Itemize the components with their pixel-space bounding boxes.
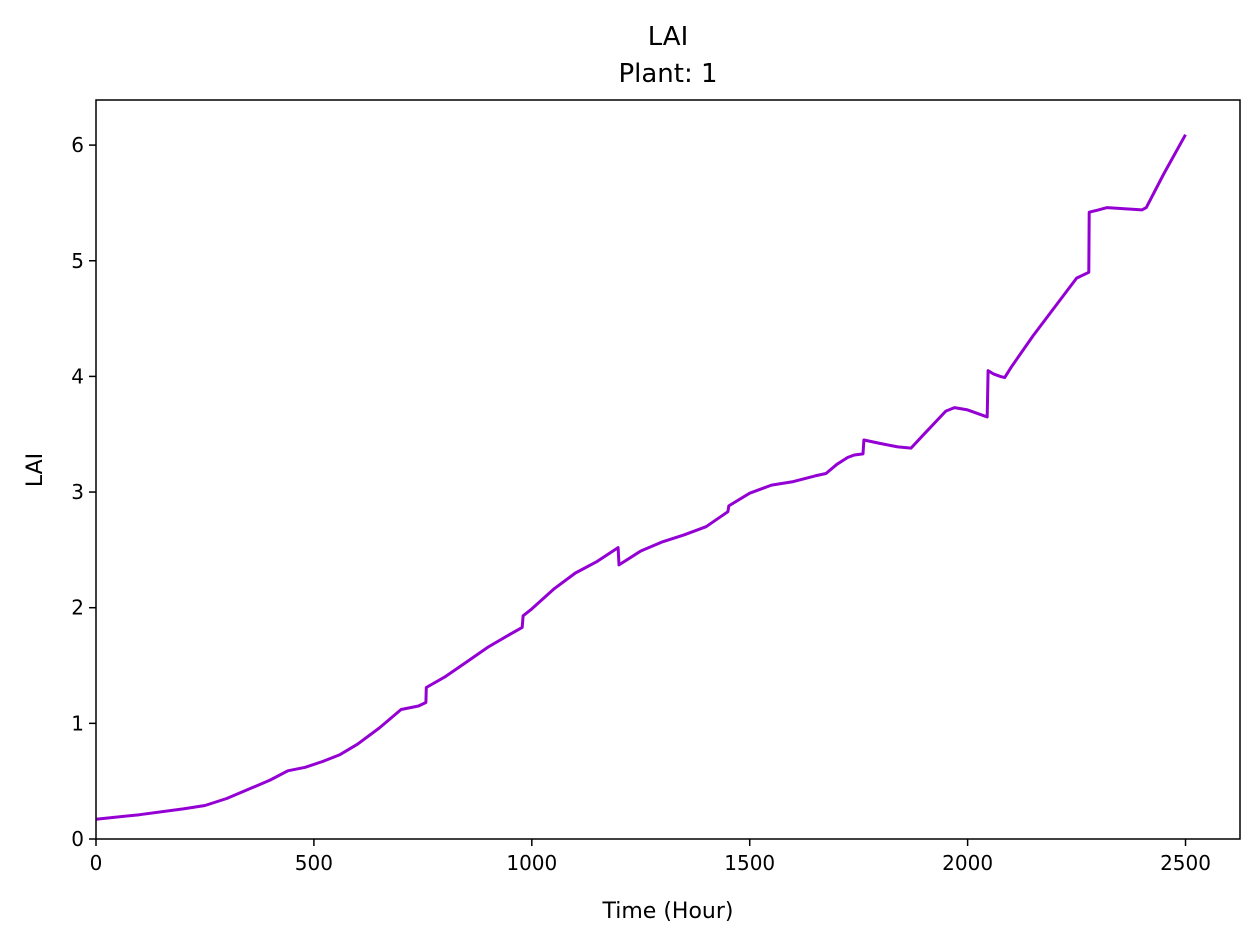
y-tick-label: 6 bbox=[71, 133, 84, 157]
plot-area bbox=[95, 99, 1241, 840]
x-tick-label: 1000 bbox=[506, 851, 557, 875]
x-tick-label: 500 bbox=[295, 851, 333, 875]
y-axis-label: LAI bbox=[23, 453, 48, 487]
x-tick-label: 1500 bbox=[724, 851, 775, 875]
x-tick-label: 0 bbox=[90, 851, 103, 875]
y-tick-label: 3 bbox=[71, 480, 84, 504]
y-tick-label: 1 bbox=[71, 711, 84, 735]
y-tick-label: 2 bbox=[71, 596, 84, 620]
plot-frame bbox=[95, 99, 1241, 840]
lai-series-line bbox=[95, 133, 1187, 821]
x-tick-label: 2500 bbox=[1160, 851, 1211, 875]
x-tick-label: 2000 bbox=[942, 851, 993, 875]
chart-title: LAI bbox=[648, 22, 689, 52]
y-tick-label: 4 bbox=[71, 364, 84, 388]
x-axis-label: Time (Hour) bbox=[602, 899, 734, 924]
y-axis: 0 1 2 3 4 5 6 bbox=[71, 133, 96, 851]
x-axis: 0 500 1000 1500 2000 2500 bbox=[90, 839, 1211, 875]
y-tick-label: 0 bbox=[71, 827, 84, 851]
y-tick-label: 5 bbox=[71, 249, 84, 273]
chart-subtitle: Plant: 1 bbox=[618, 59, 717, 89]
